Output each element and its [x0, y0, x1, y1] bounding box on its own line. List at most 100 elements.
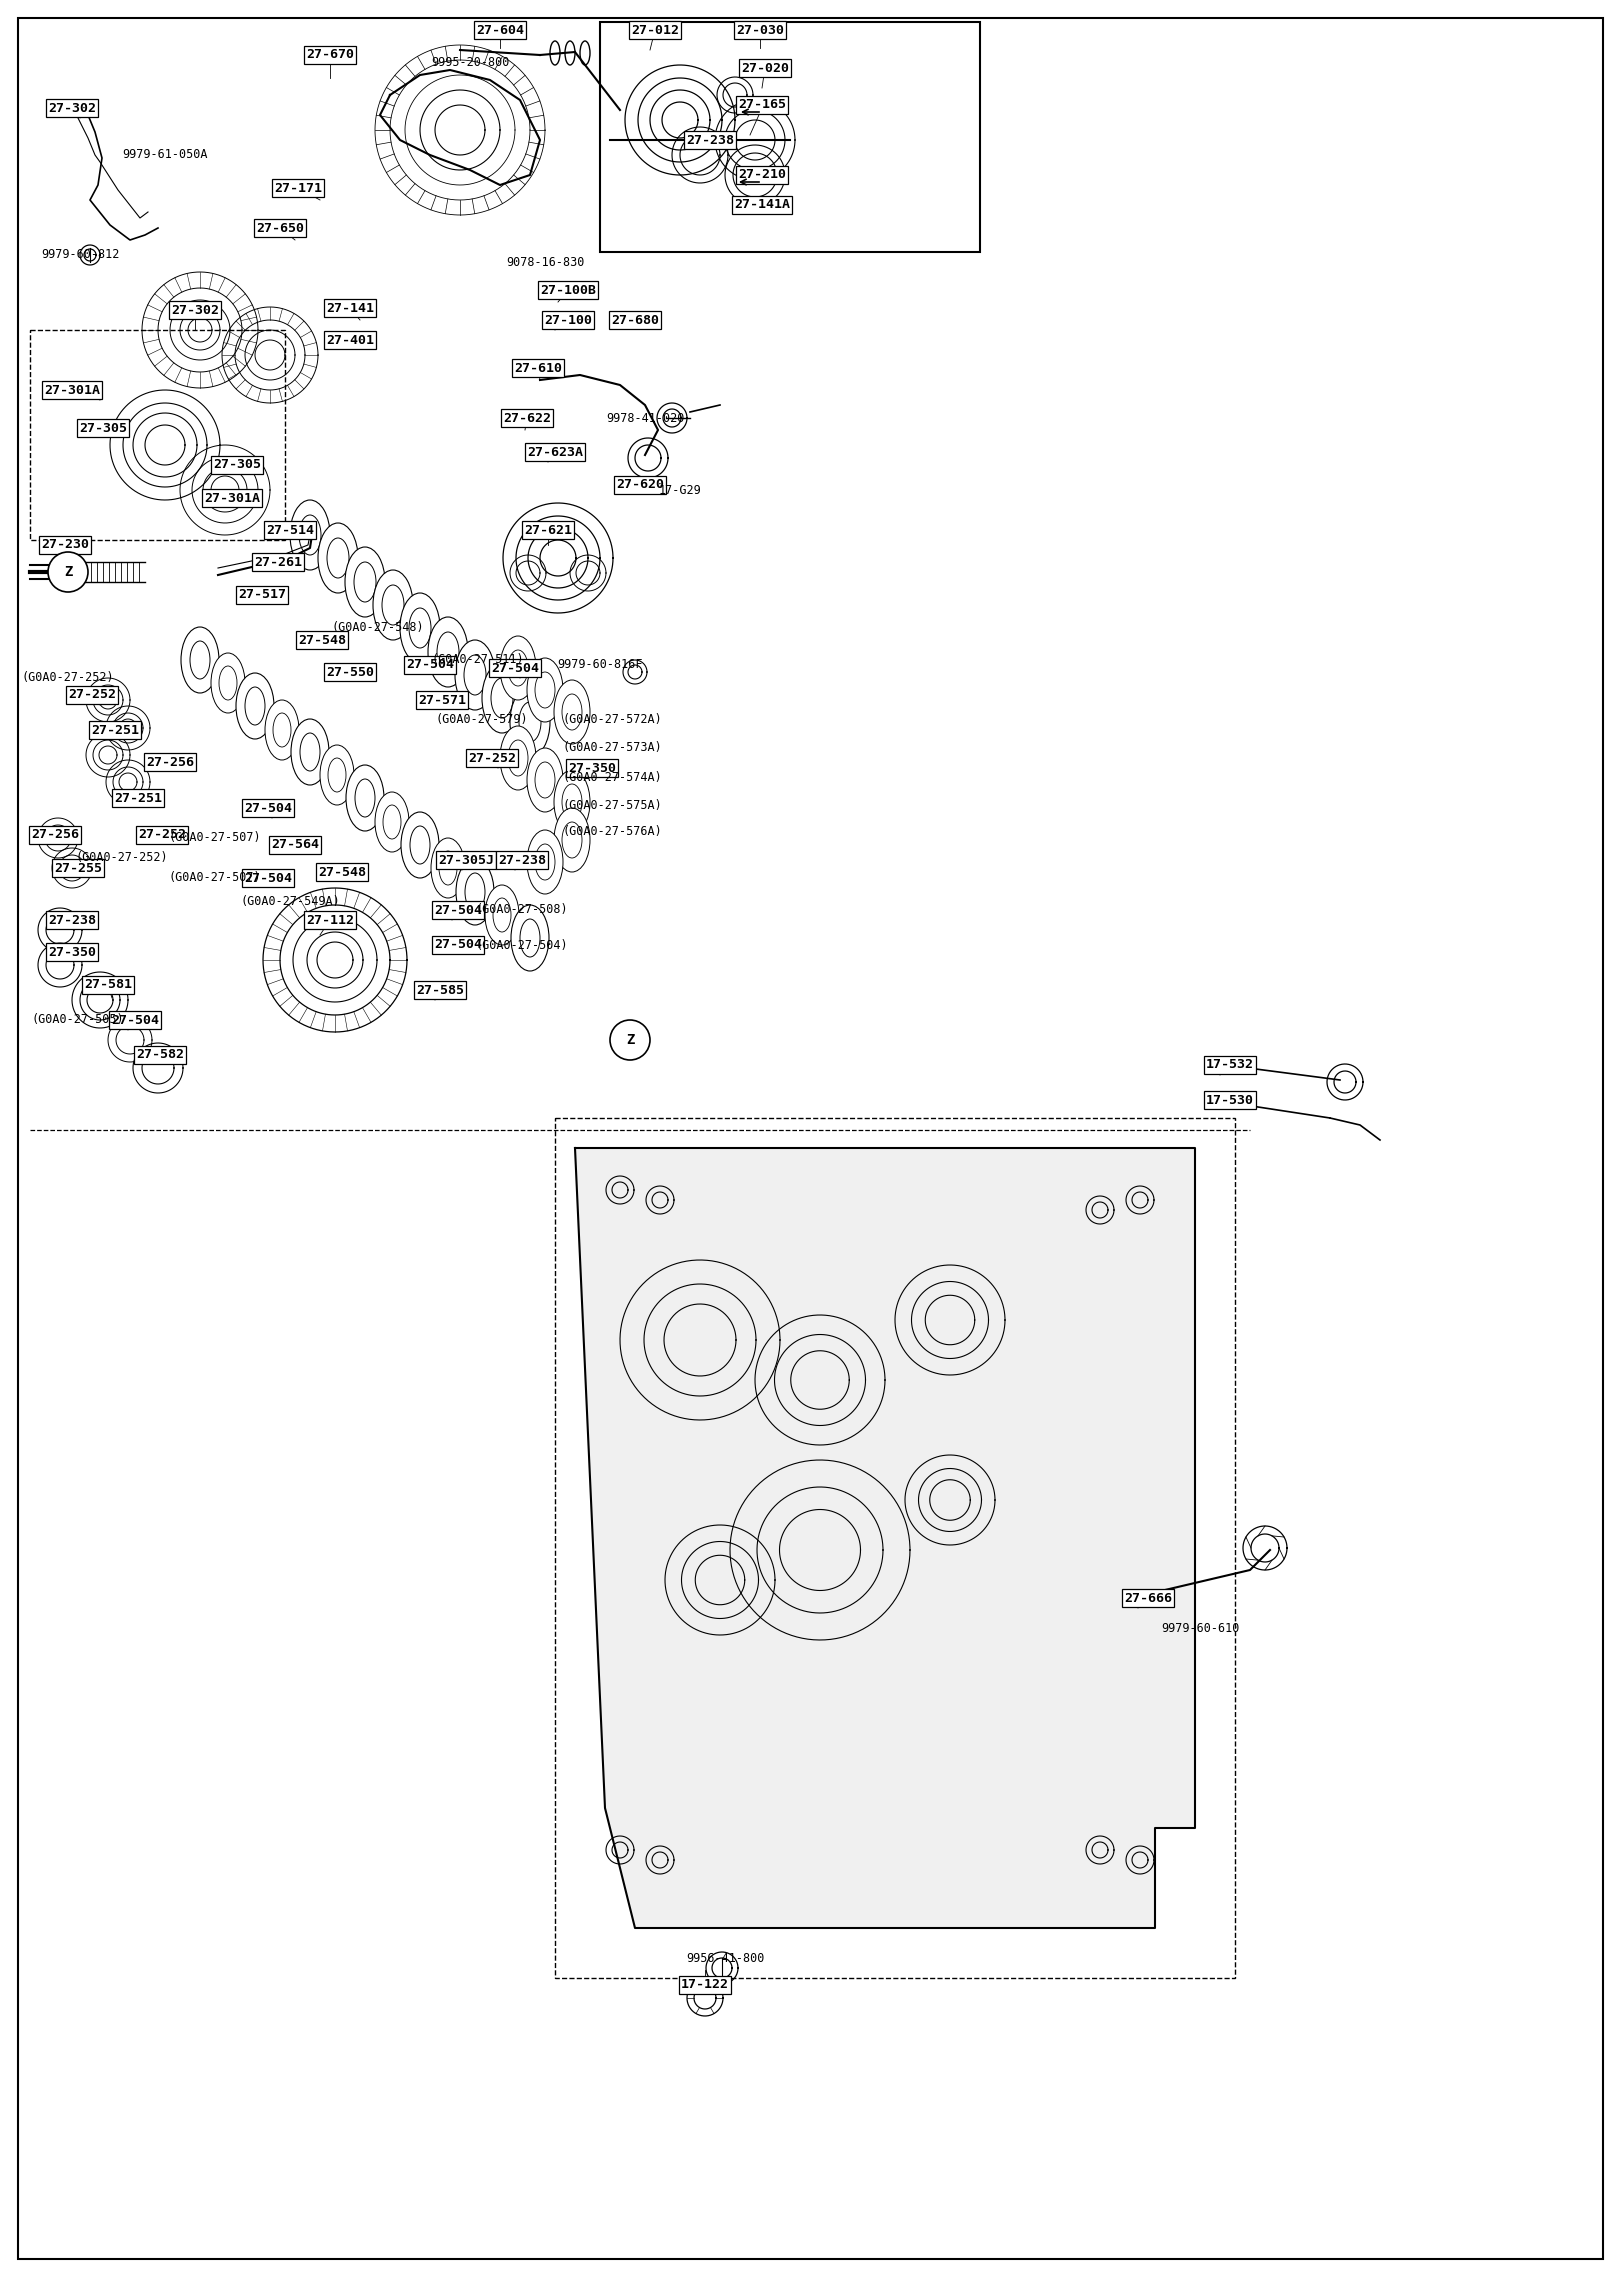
Ellipse shape — [507, 649, 528, 685]
Text: 27-504: 27-504 — [405, 658, 454, 672]
Ellipse shape — [562, 822, 582, 858]
Ellipse shape — [485, 886, 519, 945]
Text: 27-251: 27-251 — [91, 724, 139, 735]
Ellipse shape — [237, 674, 274, 740]
Circle shape — [49, 551, 88, 592]
Text: 27-252: 27-252 — [138, 829, 186, 842]
Text: 27-252: 27-252 — [68, 688, 117, 701]
Ellipse shape — [519, 701, 541, 742]
Ellipse shape — [550, 41, 559, 66]
Text: Z: Z — [63, 565, 73, 578]
Text: (G0A0-27-549A): (G0A0-27-549A) — [240, 895, 340, 909]
Ellipse shape — [298, 515, 321, 556]
Text: 27-165: 27-165 — [738, 98, 786, 112]
Text: 27-302: 27-302 — [49, 102, 96, 114]
Ellipse shape — [400, 813, 439, 879]
Ellipse shape — [408, 608, 431, 649]
Text: 27-238: 27-238 — [49, 913, 96, 927]
Text: (G0A0-27-507): (G0A0-27-507) — [169, 872, 261, 883]
Ellipse shape — [264, 699, 298, 761]
Ellipse shape — [345, 765, 384, 831]
Ellipse shape — [465, 872, 485, 911]
Text: 27-350: 27-350 — [49, 945, 96, 959]
Text: 9978-41-020: 9978-41-020 — [606, 412, 684, 424]
Text: (G0A0-27-572A): (G0A0-27-572A) — [562, 713, 661, 726]
Text: 27-401: 27-401 — [326, 332, 374, 346]
Ellipse shape — [245, 688, 264, 724]
Text: (G0A0-27-504): (G0A0-27-504) — [475, 938, 569, 952]
Ellipse shape — [327, 758, 345, 792]
Ellipse shape — [438, 633, 459, 672]
Ellipse shape — [464, 656, 486, 694]
Text: 27-171: 27-171 — [274, 182, 323, 194]
Text: 27-238: 27-238 — [498, 854, 546, 868]
Text: 27-621: 27-621 — [524, 524, 572, 537]
Text: 27-256: 27-256 — [31, 829, 79, 842]
Ellipse shape — [481, 663, 522, 733]
Text: 27-585: 27-585 — [417, 984, 464, 997]
Ellipse shape — [562, 783, 582, 820]
Text: 27-622: 27-622 — [503, 412, 551, 424]
Ellipse shape — [272, 713, 292, 747]
Ellipse shape — [456, 858, 494, 924]
Text: 27-141: 27-141 — [326, 301, 374, 314]
Ellipse shape — [580, 41, 590, 66]
Ellipse shape — [491, 679, 512, 717]
Ellipse shape — [527, 749, 562, 813]
Text: (G0A0-27-576A): (G0A0-27-576A) — [562, 827, 661, 838]
Text: 27-680: 27-680 — [611, 314, 660, 326]
Text: 27-581: 27-581 — [84, 979, 131, 990]
Text: (G0A0-27-252): (G0A0-27-252) — [76, 852, 169, 865]
Text: 27-564: 27-564 — [271, 838, 319, 852]
Text: 27-210: 27-210 — [738, 168, 786, 182]
Text: (G0A0-27-508): (G0A0-27-508) — [475, 904, 569, 918]
Text: 27-670: 27-670 — [306, 48, 353, 61]
Text: 27-302: 27-302 — [170, 303, 219, 317]
Ellipse shape — [566, 41, 575, 66]
Text: 27-504: 27-504 — [245, 802, 292, 815]
Text: 27-571: 27-571 — [418, 694, 465, 706]
Text: 27-238: 27-238 — [686, 134, 734, 146]
Ellipse shape — [353, 562, 376, 601]
Ellipse shape — [327, 537, 349, 578]
Ellipse shape — [373, 569, 413, 640]
Ellipse shape — [520, 920, 540, 956]
Text: 9979-60-812: 9979-60-812 — [41, 248, 120, 262]
Text: 27-261: 27-261 — [254, 556, 302, 569]
Ellipse shape — [499, 635, 537, 699]
Text: 27-620: 27-620 — [616, 478, 665, 492]
Ellipse shape — [219, 665, 237, 699]
Text: 27-504: 27-504 — [434, 938, 481, 952]
Text: 27-504: 27-504 — [245, 872, 292, 883]
Bar — [31, 330, 285, 540]
Text: 27-141A: 27-141A — [734, 198, 789, 212]
Text: 27-305: 27-305 — [212, 458, 261, 471]
Ellipse shape — [535, 845, 554, 879]
Text: 27-504: 27-504 — [491, 663, 540, 674]
Ellipse shape — [527, 658, 562, 722]
Ellipse shape — [190, 642, 211, 679]
Text: 17-122: 17-122 — [681, 1979, 729, 1992]
Ellipse shape — [554, 808, 590, 872]
Text: (G0A0-27-507): (G0A0-27-507) — [169, 831, 261, 845]
Text: 27-305J: 27-305J — [438, 854, 494, 868]
Text: 27-100B: 27-100B — [540, 285, 597, 296]
Ellipse shape — [182, 626, 219, 692]
Ellipse shape — [318, 524, 358, 592]
Text: (G0A0-27-575A): (G0A0-27-575A) — [562, 799, 661, 811]
Text: 9979-60-816F: 9979-60-816F — [558, 658, 644, 672]
Text: 27-504: 27-504 — [110, 1013, 159, 1027]
Text: 27-517: 27-517 — [238, 587, 285, 601]
Text: 27-514: 27-514 — [266, 524, 314, 537]
Ellipse shape — [355, 779, 374, 817]
Ellipse shape — [535, 672, 554, 708]
Ellipse shape — [535, 763, 554, 797]
Ellipse shape — [374, 792, 408, 852]
Ellipse shape — [383, 585, 404, 624]
Text: (G0A0-27-573A): (G0A0-27-573A) — [562, 742, 661, 754]
Text: 27-255: 27-255 — [53, 861, 102, 874]
Text: (G0A0-27-579): (G0A0-27-579) — [436, 713, 528, 726]
Text: (G0A0-27-574A): (G0A0-27-574A) — [562, 772, 661, 786]
Text: 27-100: 27-100 — [545, 314, 592, 326]
Ellipse shape — [511, 904, 550, 970]
